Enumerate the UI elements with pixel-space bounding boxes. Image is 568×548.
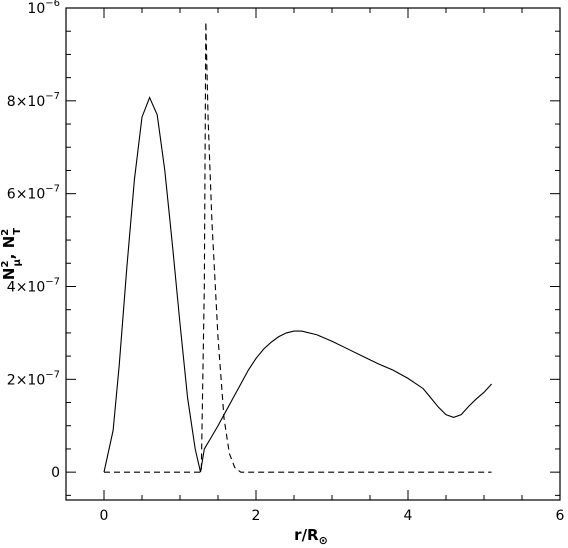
x-axis-label: r/R⊙ [294,526,328,547]
series-lines [103,21,493,473]
x-tick-label: 6 [556,508,565,524]
dashed-series-line [104,21,492,473]
y-tick-label: 2×10−7 [7,369,60,388]
y-tick-label: 6×10−7 [7,184,60,203]
y-axis-label: N2μ, N2T [0,228,23,280]
x-tick-label: 4 [404,508,413,524]
x-tick-labels: 0 2 4 6 [100,508,565,524]
y-tick-label: 10−6 [27,0,60,17]
solid-series-line [103,96,493,473]
x-tick-label: 0 [100,508,109,524]
y-tick-label: 0 [51,465,60,481]
y-tick-label: 4×10−7 [7,276,60,295]
plot-frame [65,7,561,501]
y-tick-label: 8×10−7 [7,91,60,110]
y-tick-labels: 0 2×10−7 4×10−7 6×10−7 8×10−7 10−6 [7,0,60,481]
axis-ticks [65,7,561,500]
x-tick-label: 2 [252,508,261,524]
